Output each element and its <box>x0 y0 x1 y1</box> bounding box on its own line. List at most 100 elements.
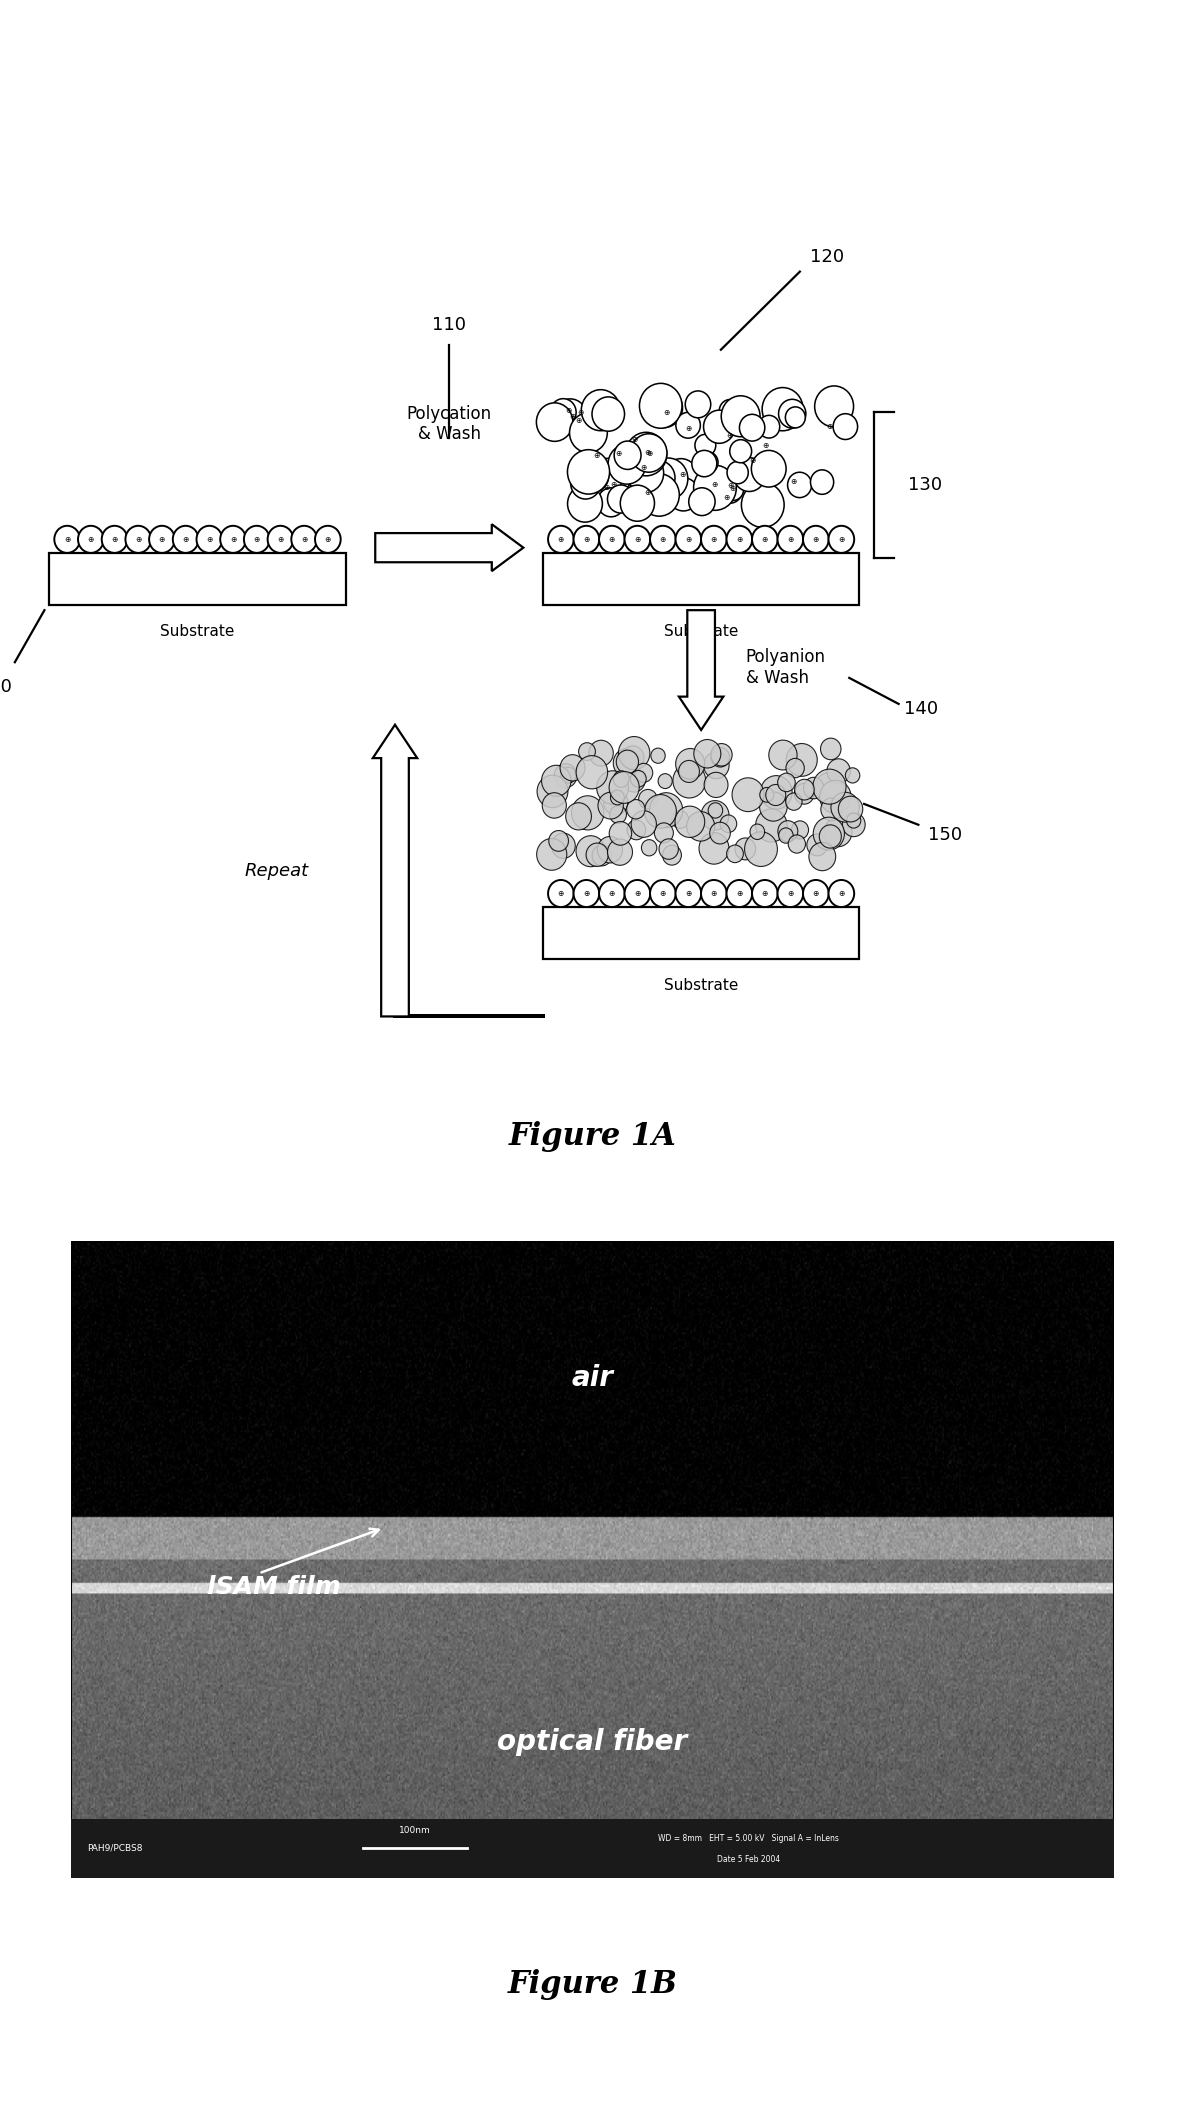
Circle shape <box>675 881 702 906</box>
Circle shape <box>600 526 624 554</box>
Text: ⊕: ⊕ <box>736 889 743 898</box>
Text: ⊕: ⊕ <box>762 535 768 543</box>
Circle shape <box>608 443 646 484</box>
Circle shape <box>610 789 624 804</box>
Text: Date 5 Feb 2004: Date 5 Feb 2004 <box>717 1855 781 1865</box>
Circle shape <box>752 526 777 554</box>
Circle shape <box>651 881 675 906</box>
Text: ⊕: ⊕ <box>135 535 141 543</box>
Circle shape <box>619 736 649 770</box>
Circle shape <box>675 412 700 437</box>
Circle shape <box>589 741 614 766</box>
Circle shape <box>664 458 698 494</box>
Circle shape <box>578 743 595 760</box>
Circle shape <box>692 450 717 477</box>
Circle shape <box>821 798 843 821</box>
Circle shape <box>704 772 728 798</box>
Text: ⊕: ⊕ <box>813 889 819 898</box>
Circle shape <box>675 526 702 554</box>
Circle shape <box>702 800 729 830</box>
Circle shape <box>639 789 658 808</box>
Text: PAH9/PCBS8: PAH9/PCBS8 <box>87 1844 142 1853</box>
Circle shape <box>574 881 600 906</box>
Circle shape <box>635 764 653 783</box>
Text: ⊕: ⊕ <box>736 535 743 543</box>
Circle shape <box>561 755 585 781</box>
Text: Substrate: Substrate <box>664 978 738 993</box>
Circle shape <box>582 390 620 431</box>
Circle shape <box>584 412 606 435</box>
Circle shape <box>698 452 718 473</box>
Circle shape <box>820 738 841 760</box>
Circle shape <box>537 838 566 870</box>
Circle shape <box>688 488 715 516</box>
Text: 130: 130 <box>909 475 942 494</box>
Circle shape <box>616 751 639 775</box>
Text: 150: 150 <box>928 825 962 845</box>
Circle shape <box>739 414 764 441</box>
Circle shape <box>803 526 828 554</box>
Text: ⊕: ⊕ <box>685 889 692 898</box>
Circle shape <box>744 832 777 866</box>
Circle shape <box>730 439 751 463</box>
Circle shape <box>843 813 865 836</box>
Circle shape <box>820 781 851 813</box>
Circle shape <box>592 845 611 866</box>
Text: ⊕: ⊕ <box>610 480 616 490</box>
Circle shape <box>803 777 824 798</box>
Circle shape <box>726 881 752 906</box>
Text: ⊕: ⊕ <box>762 889 768 898</box>
Circle shape <box>571 796 604 830</box>
Text: ⊕: ⊕ <box>230 535 236 543</box>
Circle shape <box>777 772 795 792</box>
Circle shape <box>742 482 784 528</box>
Text: WD = 8mm   EHT = 5.00 kV   Signal A = InLens: WD = 8mm EHT = 5.00 kV Signal A = InLens <box>659 1833 839 1844</box>
Text: ⊕: ⊕ <box>749 456 755 465</box>
Circle shape <box>710 821 730 845</box>
Circle shape <box>846 813 860 828</box>
Circle shape <box>149 526 175 554</box>
Circle shape <box>694 738 720 768</box>
Circle shape <box>761 777 792 808</box>
Text: ⊕: ⊕ <box>660 535 666 543</box>
Text: 140: 140 <box>904 700 937 717</box>
Circle shape <box>102 526 128 554</box>
Circle shape <box>803 881 828 906</box>
Circle shape <box>702 881 726 906</box>
Circle shape <box>758 416 780 437</box>
Bar <box>543 554 859 605</box>
Text: 120: 120 <box>809 248 844 267</box>
Circle shape <box>702 526 726 554</box>
Text: ⊕: ⊕ <box>762 441 768 450</box>
Circle shape <box>549 830 569 851</box>
Text: ⊕: ⊕ <box>726 431 732 439</box>
Circle shape <box>728 460 748 484</box>
Circle shape <box>762 388 803 431</box>
Circle shape <box>220 526 246 554</box>
Text: ⊕: ⊕ <box>634 535 641 543</box>
Circle shape <box>614 441 641 469</box>
Circle shape <box>648 458 687 499</box>
Text: Substrate: Substrate <box>160 624 235 639</box>
Circle shape <box>723 477 744 501</box>
Bar <box>543 906 859 959</box>
Text: ⊕: ⊕ <box>640 463 647 471</box>
Bar <box>71 1819 1114 1878</box>
Circle shape <box>711 747 730 766</box>
Text: ⊕: ⊕ <box>790 477 796 486</box>
Circle shape <box>568 450 609 494</box>
Circle shape <box>673 764 706 798</box>
Text: ⊕: ⊕ <box>685 535 692 543</box>
Text: ⊕: ⊕ <box>277 535 283 543</box>
Text: ⊕: ⊕ <box>301 535 307 543</box>
Text: air: air <box>571 1364 614 1392</box>
Circle shape <box>815 772 844 802</box>
Circle shape <box>173 526 198 554</box>
Circle shape <box>624 526 651 554</box>
Circle shape <box>551 834 575 859</box>
Text: ⊕: ⊕ <box>660 889 666 898</box>
Circle shape <box>795 779 814 800</box>
Text: ⊕: ⊕ <box>711 889 717 898</box>
Circle shape <box>630 770 646 787</box>
Circle shape <box>788 834 806 853</box>
